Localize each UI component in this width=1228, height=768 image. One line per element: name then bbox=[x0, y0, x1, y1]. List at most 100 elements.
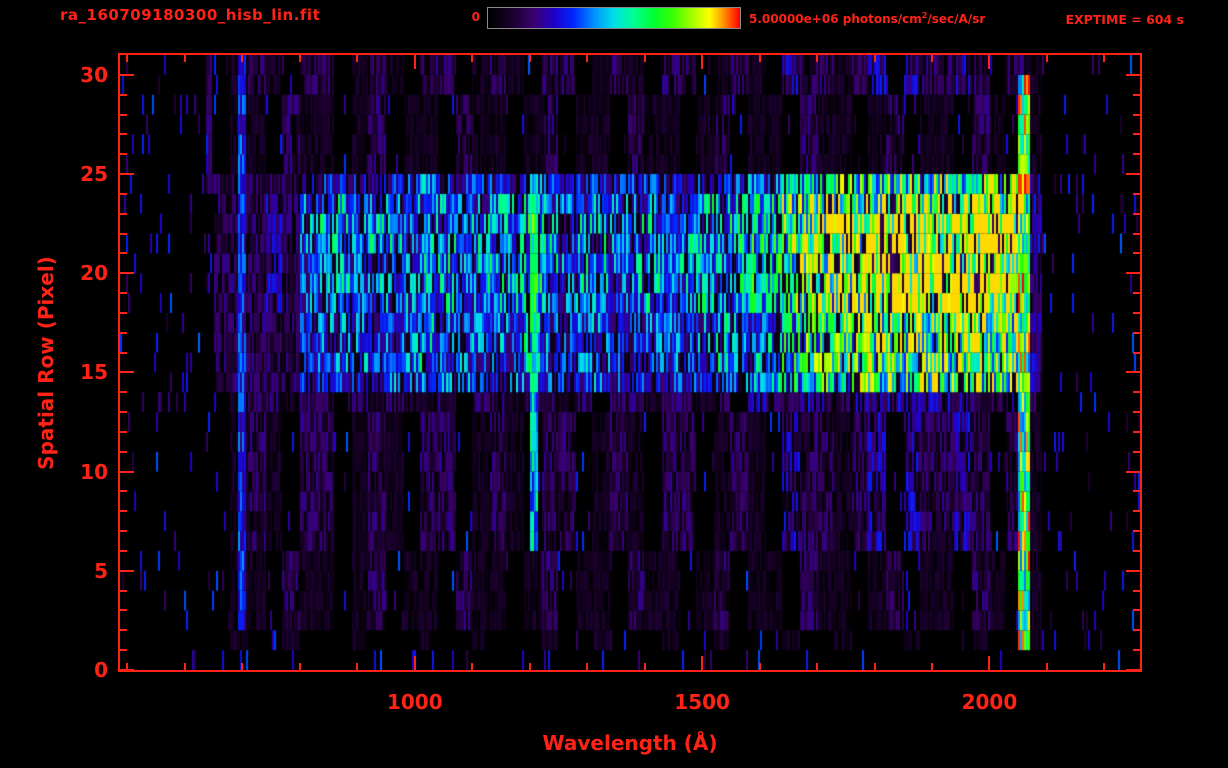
x-axis-title: Wavelength (Å) bbox=[542, 731, 718, 755]
filename-label: ra_160709180300_hisb_lin.fit bbox=[60, 6, 321, 24]
y-minor-tick bbox=[120, 153, 127, 155]
y-minor-tick bbox=[120, 352, 127, 354]
x-minor-tick bbox=[184, 55, 186, 62]
x-major-tick bbox=[414, 55, 416, 69]
y-minor-tick bbox=[120, 252, 127, 254]
y-major-tick bbox=[120, 371, 134, 373]
y-tick-label: 30 bbox=[80, 62, 108, 87]
x-minor-tick bbox=[241, 663, 243, 670]
x-major-tick bbox=[988, 55, 990, 69]
x-major-tick bbox=[988, 656, 990, 670]
x-minor-tick bbox=[126, 55, 128, 62]
y-minor-tick bbox=[120, 530, 127, 532]
x-minor-tick bbox=[644, 663, 646, 670]
x-minor-tick bbox=[299, 663, 301, 670]
exptime-label: EXPTIME = 604 s bbox=[1065, 12, 1184, 27]
y-minor-tick bbox=[1133, 213, 1140, 215]
y-minor-tick bbox=[1133, 629, 1140, 631]
y-major-tick bbox=[120, 173, 134, 175]
y-minor-tick bbox=[1133, 114, 1140, 116]
y-minor-tick bbox=[1133, 352, 1140, 354]
y-minor-tick bbox=[120, 550, 127, 552]
y-minor-tick bbox=[120, 590, 127, 592]
y-minor-tick bbox=[1133, 153, 1140, 155]
y-minor-tick bbox=[1133, 431, 1140, 433]
x-minor-tick bbox=[184, 663, 186, 670]
y-minor-tick bbox=[1133, 451, 1140, 453]
x-tick-label: 1000 bbox=[386, 690, 443, 714]
y-minor-tick bbox=[1133, 550, 1140, 552]
x-minor-tick bbox=[529, 55, 531, 62]
x-minor-tick bbox=[1046, 55, 1048, 62]
x-minor-tick bbox=[931, 663, 933, 670]
x-minor-tick bbox=[816, 55, 818, 62]
y-minor-tick bbox=[120, 94, 127, 96]
y-minor-tick bbox=[120, 332, 127, 334]
y-tick-label: 20 bbox=[80, 261, 108, 286]
x-minor-tick bbox=[1046, 663, 1048, 670]
colorbar-units-superscript: 2 bbox=[921, 11, 928, 20]
colorbar-min-label: 0 bbox=[471, 10, 480, 24]
y-tick-label: 15 bbox=[80, 360, 108, 385]
x-minor-tick bbox=[356, 55, 358, 62]
y-minor-tick bbox=[120, 510, 127, 512]
y-minor-tick bbox=[1133, 609, 1140, 611]
colorbar-max-value: 5.00000e+06 photons/cm bbox=[749, 12, 922, 26]
y-minor-tick bbox=[1133, 510, 1140, 512]
x-minor-tick bbox=[586, 663, 588, 670]
y-major-tick bbox=[1126, 669, 1140, 671]
y-minor-tick bbox=[1133, 391, 1140, 393]
x-minor-tick bbox=[874, 55, 876, 62]
x-minor-tick bbox=[1103, 55, 1105, 62]
x-minor-tick bbox=[759, 663, 761, 670]
x-minor-tick bbox=[1103, 663, 1105, 670]
y-minor-tick bbox=[120, 490, 127, 492]
y-tick-label: 0 bbox=[94, 658, 108, 682]
y-tick-label: 25 bbox=[80, 162, 108, 187]
y-minor-tick bbox=[120, 114, 127, 116]
y-minor-tick bbox=[1133, 292, 1140, 294]
x-major-tick bbox=[414, 656, 416, 670]
x-tick-label: 1500 bbox=[674, 690, 730, 714]
y-tick-label: 10 bbox=[80, 459, 108, 484]
y-minor-tick bbox=[1133, 133, 1140, 135]
x-minor-tick bbox=[471, 55, 473, 62]
x-minor-tick bbox=[299, 55, 301, 62]
y-minor-tick bbox=[1133, 490, 1140, 492]
y-minor-tick bbox=[120, 629, 127, 631]
y-minor-tick bbox=[1133, 233, 1140, 235]
x-minor-tick bbox=[586, 55, 588, 62]
x-minor-tick bbox=[874, 663, 876, 670]
y-minor-tick bbox=[120, 391, 127, 393]
y-minor-tick bbox=[1133, 411, 1140, 413]
y-minor-tick bbox=[1133, 252, 1140, 254]
y-major-tick bbox=[1126, 173, 1140, 175]
colorbar-units-suffix: /sec/A/sr bbox=[927, 12, 986, 26]
x-major-tick bbox=[701, 656, 703, 670]
y-minor-tick bbox=[1133, 312, 1140, 314]
y-major-tick bbox=[120, 669, 134, 671]
y-minor-tick bbox=[120, 233, 127, 235]
x-minor-tick bbox=[241, 55, 243, 62]
y-minor-tick bbox=[120, 431, 127, 433]
y-minor-tick bbox=[120, 609, 127, 611]
plot-area[interactable] bbox=[118, 53, 1142, 672]
y-major-tick bbox=[1126, 272, 1140, 274]
y-minor-tick bbox=[120, 312, 127, 314]
y-minor-tick bbox=[1133, 590, 1140, 592]
y-minor-tick bbox=[1133, 94, 1140, 96]
y-minor-tick bbox=[120, 133, 127, 135]
y-minor-tick bbox=[120, 451, 127, 453]
y-major-tick bbox=[120, 570, 134, 572]
y-minor-tick bbox=[120, 411, 127, 413]
x-minor-tick bbox=[816, 663, 818, 670]
y-major-tick bbox=[1126, 74, 1140, 76]
y-major-tick bbox=[1126, 371, 1140, 373]
spectrogram-heatmap bbox=[120, 55, 1140, 670]
x-minor-tick bbox=[931, 55, 933, 62]
x-minor-tick bbox=[759, 55, 761, 62]
y-minor-tick bbox=[1133, 530, 1140, 532]
y-major-tick bbox=[1126, 570, 1140, 572]
y-major-tick bbox=[120, 471, 134, 473]
